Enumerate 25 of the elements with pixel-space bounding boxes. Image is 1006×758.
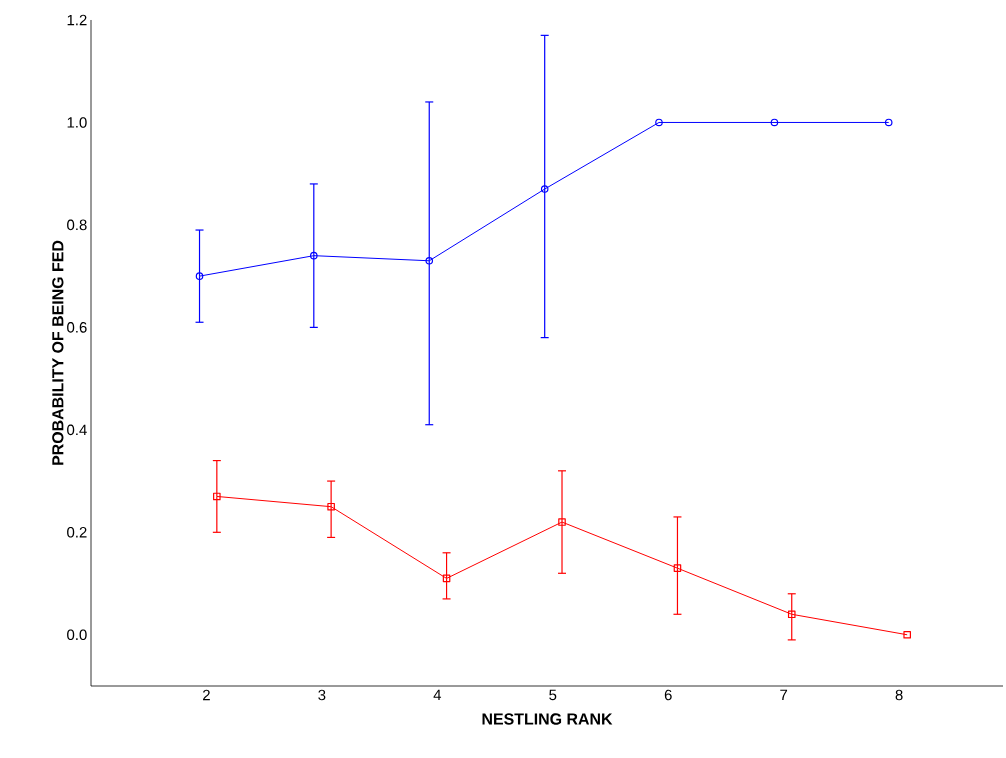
y-tick-label: 1.0 bbox=[67, 117, 87, 128]
point bbox=[558, 518, 566, 526]
point bbox=[655, 118, 663, 127]
y-axis-title: PROBABILITY OF BEING FED bbox=[52, 240, 64, 465]
point bbox=[673, 564, 682, 572]
y-tick-label: 0.4 bbox=[67, 424, 87, 436]
x-tick-label: 4 bbox=[433, 689, 442, 700]
x-tick-label: 2 bbox=[203, 689, 210, 701]
y-tick-label: 0.8 bbox=[67, 219, 87, 231]
point bbox=[770, 118, 779, 127]
x-tick-label: 3 bbox=[318, 689, 326, 701]
x-tick-label: 6 bbox=[664, 689, 672, 701]
y-tick-label: 0.2 bbox=[67, 527, 87, 538]
point bbox=[213, 492, 221, 501]
x-tick-label: 7 bbox=[780, 689, 788, 700]
point bbox=[442, 574, 451, 583]
x-tick-label: 8 bbox=[895, 689, 903, 701]
y-tick-label: 0.6 bbox=[67, 322, 87, 333]
point bbox=[327, 502, 335, 511]
y-tick-label: 0.0 bbox=[67, 629, 87, 641]
y-tick-label: 1.2 bbox=[67, 14, 87, 26]
point bbox=[787, 610, 796, 619]
point bbox=[903, 630, 911, 639]
x-tick-label: 5 bbox=[549, 689, 557, 701]
x-axis-title: NESTLING RANK bbox=[482, 713, 613, 725]
